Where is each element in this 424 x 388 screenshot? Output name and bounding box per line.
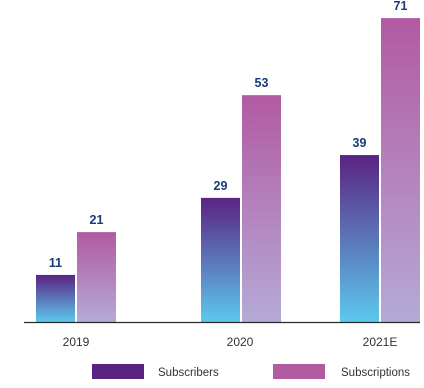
value-label-subscriptions-2020: 53	[255, 76, 269, 90]
legend: Subscribers Subscriptions	[92, 364, 410, 379]
bars-layer	[36, 18, 420, 323]
legend-swatch-subscriptions	[273, 364, 325, 379]
bar-subscribers-2020	[201, 197, 240, 322]
x-tick-labels: 2019 2020 2021E	[63, 335, 398, 349]
x-tick-label-2021e: 2021E	[363, 335, 398, 349]
bar-subscriptions-2019	[77, 232, 116, 322]
value-labels-layer: 11 21 29 53 39 71	[49, 0, 408, 270]
value-label-subscribers-2020: 29	[214, 179, 228, 193]
value-label-subscribers-2019: 11	[49, 256, 62, 270]
value-label-subscribers-2021e: 39	[353, 136, 367, 150]
legend-swatch-subscribers	[92, 364, 144, 379]
bar-subscribers-2021e	[340, 155, 379, 322]
value-label-subscriptions-2019: 21	[90, 213, 104, 227]
x-tick-label-2020: 2020	[227, 335, 254, 349]
legend-label-subscribers: Subscribers	[158, 367, 219, 379]
value-label-subscriptions-2021e: 71	[394, 0, 408, 13]
x-tick-label-2019: 2019	[63, 335, 90, 349]
bar-subscriptions-2020	[242, 95, 281, 322]
bar-subscriptions-2021e	[381, 18, 420, 323]
legend-label-subscriptions: Subscriptions	[341, 367, 410, 379]
bar-subscribers-2019	[36, 274, 75, 322]
